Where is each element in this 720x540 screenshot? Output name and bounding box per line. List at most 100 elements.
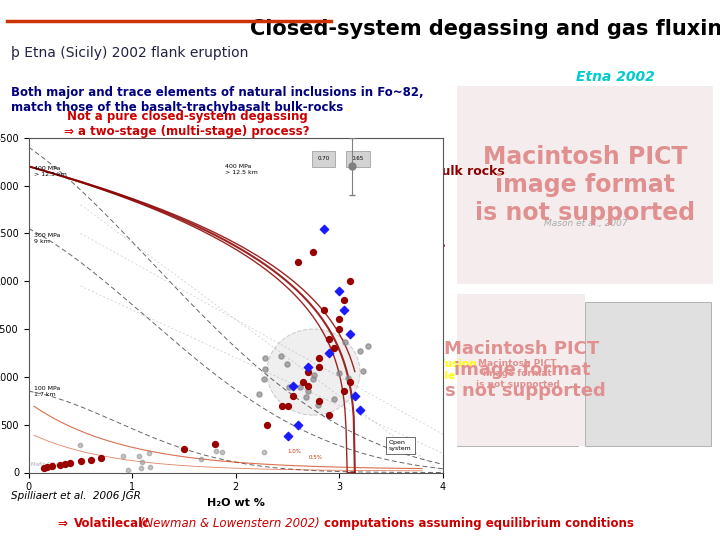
Bar bbox=[585, 302, 711, 446]
Point bbox=[39, 463, 50, 472]
Point bbox=[323, 334, 335, 343]
Point bbox=[333, 286, 345, 295]
Point bbox=[344, 329, 356, 338]
Point bbox=[294, 382, 305, 391]
Point bbox=[118, 452, 130, 461]
Point bbox=[342, 373, 354, 382]
Text: Mason et al., 2007: Mason et al., 2007 bbox=[544, 219, 627, 228]
Point bbox=[136, 457, 148, 466]
Point bbox=[143, 449, 155, 457]
Text: Macintosh PICT
image format
is not supported: Macintosh PICT image format is not suppo… bbox=[475, 145, 695, 225]
Point bbox=[210, 440, 221, 448]
Point bbox=[65, 458, 76, 467]
Point bbox=[135, 464, 147, 472]
Text: Bulk rocks: Bulk rocks bbox=[432, 165, 505, 178]
Text: 400 MPa
> 12.5 km: 400 MPa > 12.5 km bbox=[34, 166, 67, 177]
Text: CO₂ diffusion
in bubble: CO₂ diffusion in bubble bbox=[400, 359, 476, 381]
Point bbox=[282, 432, 293, 441]
Point bbox=[59, 460, 71, 468]
Point bbox=[42, 462, 53, 471]
Point bbox=[292, 258, 304, 266]
Point bbox=[96, 454, 107, 462]
Point bbox=[338, 296, 350, 305]
Point bbox=[287, 392, 299, 400]
Point bbox=[302, 368, 314, 376]
Point bbox=[312, 396, 324, 405]
Text: 0.5%: 0.5% bbox=[308, 455, 322, 460]
Point bbox=[75, 457, 86, 465]
Point bbox=[282, 401, 293, 410]
Point bbox=[292, 420, 304, 429]
Bar bbox=[457, 302, 578, 446]
Point bbox=[354, 406, 366, 415]
Point bbox=[284, 383, 295, 391]
Point bbox=[195, 455, 207, 463]
Point bbox=[74, 441, 86, 449]
Point bbox=[328, 344, 340, 353]
Text: (Newman & Lowenstern 2002): (Newman & Lowenstern 2002) bbox=[136, 517, 323, 530]
Point bbox=[282, 360, 293, 368]
Point bbox=[261, 420, 273, 429]
Text: 400 MPa
> 12.5 km: 400 MPa > 12.5 km bbox=[225, 165, 258, 176]
Point bbox=[258, 374, 270, 383]
Text: Spilliaert et al.  2006 JGR: Spilliaert et al. 2006 JGR bbox=[11, 491, 140, 502]
Point bbox=[302, 382, 314, 391]
Point bbox=[302, 363, 314, 372]
Point bbox=[333, 315, 345, 324]
Text: Closed system ascent of
magma coexisting with
a CO₂-rich gas phase
at 400 MPa: Closed system ascent of magma coexisting… bbox=[54, 235, 207, 280]
Point bbox=[54, 461, 66, 469]
Point bbox=[333, 369, 345, 377]
Point bbox=[338, 306, 350, 314]
Point bbox=[340, 338, 351, 347]
Text: Closed-system degassing and gas fluxing: Closed-system degassing and gas fluxing bbox=[250, 19, 720, 39]
Point bbox=[318, 306, 330, 314]
Text: Not a pure closed-system degassing
⇒ a two-stage (multi-stage) process?: Not a pure closed-system degassing ⇒ a t… bbox=[65, 110, 310, 138]
Point bbox=[46, 462, 58, 470]
Point bbox=[133, 452, 145, 461]
Text: Mafic CO₂: Mafic CO₂ bbox=[31, 462, 58, 467]
Text: Both major and trace elements of natural inclusions in Fo~82,
match those of the: Both major and trace elements of natural… bbox=[11, 86, 423, 114]
Point bbox=[318, 224, 330, 233]
Point bbox=[312, 353, 324, 362]
Point bbox=[276, 401, 288, 410]
Text: Open
system: Open system bbox=[389, 440, 412, 451]
Point bbox=[333, 325, 345, 333]
Text: computations assuming equilibrium conditions: computations assuming equilibrium condit… bbox=[324, 517, 634, 530]
Point bbox=[344, 377, 356, 386]
Bar bbox=[457, 86, 713, 284]
Text: ⇒: ⇒ bbox=[58, 517, 71, 530]
Point bbox=[287, 382, 299, 391]
Point bbox=[216, 448, 228, 456]
Text: 300 MPa
9 km: 300 MPa 9 km bbox=[34, 233, 60, 244]
Point bbox=[307, 375, 319, 383]
Point bbox=[275, 352, 287, 361]
Point bbox=[323, 349, 335, 357]
Text: Etna 2002: Etna 2002 bbox=[576, 70, 654, 84]
Point bbox=[297, 377, 309, 386]
Text: 100 MPa
1.7 km: 100 MPa 1.7 km bbox=[34, 387, 60, 397]
Point bbox=[85, 456, 96, 464]
Point bbox=[312, 401, 323, 409]
Point bbox=[338, 387, 350, 395]
Text: 0.65: 0.65 bbox=[352, 156, 364, 161]
Point bbox=[307, 371, 319, 380]
Point bbox=[259, 365, 271, 374]
Point bbox=[211, 447, 222, 456]
Point bbox=[349, 392, 361, 400]
Point bbox=[323, 411, 335, 420]
Bar bbox=[457, 294, 585, 446]
Text: Macintosh PICT
image format
is not supported: Macintosh PICT image format is not suppo… bbox=[438, 340, 606, 400]
Point bbox=[344, 277, 356, 286]
Point bbox=[145, 463, 156, 471]
Point bbox=[362, 341, 374, 350]
Ellipse shape bbox=[267, 329, 360, 415]
Point bbox=[253, 390, 265, 399]
Point bbox=[328, 395, 340, 404]
Point bbox=[302, 387, 314, 395]
Point bbox=[356, 367, 368, 376]
Text: Volatilecalc: Volatilecalc bbox=[73, 517, 150, 530]
Text: 1.0%: 1.0% bbox=[287, 449, 302, 454]
Text: þ Etna (Sicily) 2002 flank eruption: þ Etna (Sicily) 2002 flank eruption bbox=[11, 46, 248, 60]
Point bbox=[122, 465, 134, 474]
Point bbox=[354, 347, 366, 355]
